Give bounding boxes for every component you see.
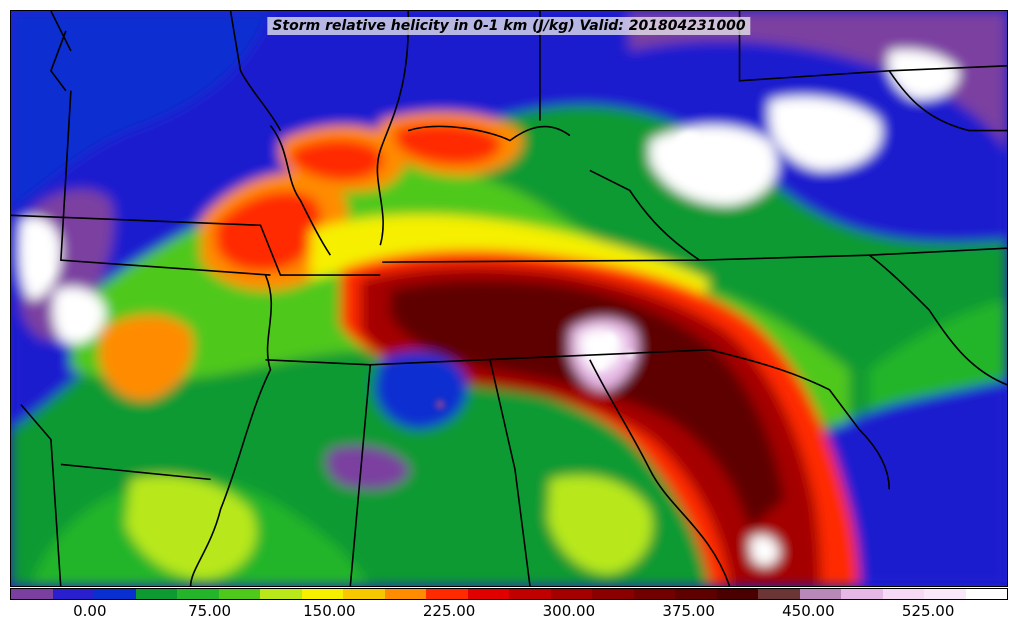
colorbar-segment [177, 589, 219, 599]
colorbar-segment [52, 589, 94, 599]
colorbar-segment [633, 589, 675, 599]
colorbar-segment [841, 589, 883, 599]
colorbar-tick-label: 375.00 [662, 602, 715, 620]
colorbar-segment [799, 589, 841, 599]
colorbar-segment [882, 589, 924, 599]
colorbar-segment [965, 589, 1007, 599]
colorbar-segment [384, 589, 426, 599]
colorbar-segment [343, 589, 385, 599]
colorbar-segment [218, 589, 260, 599]
colorbar-tick-label: 0.00 [73, 602, 107, 620]
colorbar-segment [758, 589, 800, 599]
colorbar-tick-label: 525.00 [901, 602, 955, 620]
colorbar [10, 588, 1008, 600]
colorbar-segment [467, 589, 509, 599]
colorbar-segment [135, 589, 177, 599]
helicity-field-map [11, 11, 1007, 586]
map-title: Storm relative helicity in 0-1 km (J/kg)… [267, 17, 751, 35]
colorbar-tick-label: 300.00 [542, 602, 596, 620]
helicity-detail [30, 118, 842, 410]
colorbar-segment [675, 589, 717, 599]
colorbar-tick-label: 450.00 [782, 602, 835, 620]
colorbar-segment [550, 589, 592, 599]
colorbar-tick-label: 225.00 [422, 602, 476, 620]
colorbar-segment [592, 589, 634, 599]
colorbar-segment [301, 589, 343, 599]
colorbar-segment [11, 589, 53, 599]
colorbar-ticks: 0.00 75.00 150.00 225.00 300.00 375.00 450.00 5… [10, 600, 1008, 630]
colorbar-segment [426, 589, 468, 599]
colorbar-tick-label: 75.00 [188, 602, 232, 620]
colorbar-segment [260, 589, 302, 599]
colorbar-segment [509, 589, 551, 599]
state-boundaries [11, 11, 1007, 586]
colorbar-tick-label: 150.00 [303, 602, 356, 620]
colorbar-segment [716, 589, 758, 599]
colorbar-segment [94, 589, 136, 599]
colorbar-segment [924, 589, 966, 599]
helicity-contours [11, 11, 1007, 586]
map-panel: Storm relative helicity in 0-1 km (J/kg)… [10, 10, 1008, 587]
